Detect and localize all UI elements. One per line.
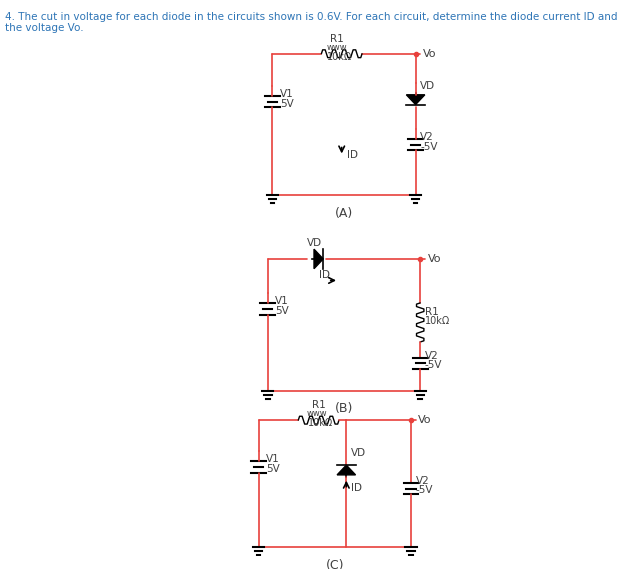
- Text: 10kΩ: 10kΩ: [308, 418, 333, 428]
- Text: V2: V2: [420, 132, 434, 142]
- Text: (B): (B): [335, 402, 353, 415]
- Text: 5V: 5V: [266, 464, 280, 474]
- Text: (A): (A): [335, 207, 353, 220]
- Text: R1: R1: [312, 401, 325, 410]
- Text: www: www: [307, 409, 327, 418]
- Text: ID: ID: [347, 150, 358, 160]
- Text: VD: VD: [307, 238, 322, 248]
- Text: -5V: -5V: [420, 142, 438, 151]
- Text: VD: VD: [351, 448, 366, 458]
- Polygon shape: [337, 465, 356, 475]
- Text: V2: V2: [416, 476, 429, 486]
- Text: R1: R1: [330, 34, 344, 44]
- Polygon shape: [406, 95, 425, 105]
- Text: Vo: Vo: [418, 415, 432, 425]
- Text: V1: V1: [275, 296, 289, 306]
- Text: www: www: [327, 43, 348, 52]
- Text: R1: R1: [425, 307, 439, 316]
- Text: 5V: 5V: [280, 98, 294, 109]
- Text: VD: VD: [420, 81, 435, 91]
- Text: Vo: Vo: [423, 49, 437, 59]
- Text: ID: ID: [319, 270, 330, 281]
- Text: V2: V2: [425, 351, 439, 361]
- Text: V1: V1: [280, 89, 294, 99]
- Text: 5V: 5V: [275, 306, 289, 316]
- Text: ID: ID: [351, 484, 362, 493]
- Text: 10kΩ: 10kΩ: [327, 52, 353, 61]
- Text: V1: V1: [266, 454, 280, 464]
- Text: -5V: -5V: [425, 360, 442, 370]
- Polygon shape: [314, 249, 323, 269]
- Text: Vo: Vo: [428, 254, 441, 264]
- Text: 4. The cut in voltage for each diode in the circuits shown is 0.6V. For each cir: 4. The cut in voltage for each diode in …: [4, 12, 617, 34]
- Text: -5V: -5V: [416, 485, 433, 496]
- Text: 10kΩ: 10kΩ: [425, 316, 450, 327]
- Text: (C): (C): [325, 559, 344, 569]
